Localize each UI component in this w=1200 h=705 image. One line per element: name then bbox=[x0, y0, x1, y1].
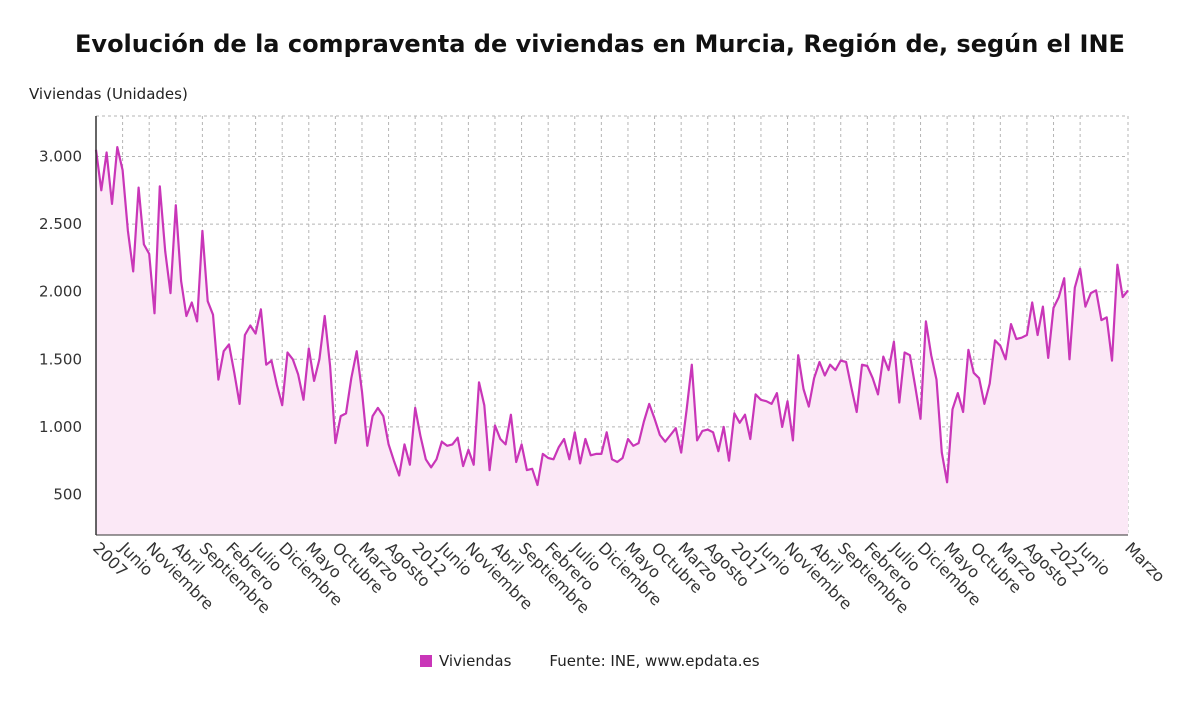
source-note: Fuente: INE, www.epdata.es bbox=[549, 652, 760, 670]
chart-title: Evolución de la compraventa de viviendas… bbox=[75, 30, 1125, 58]
y-tick-label: 1.000 bbox=[39, 418, 82, 436]
legend: Viviendas Fuente: INE, www.epdata.es bbox=[420, 652, 760, 670]
y-tick-label: 500 bbox=[53, 485, 82, 503]
y-tick-label: 2.500 bbox=[39, 215, 82, 233]
y-tick-label: 2.000 bbox=[39, 283, 82, 301]
y-tick-labels: 500 1.000 1.500 2.000 2.500 3.000 bbox=[39, 148, 82, 504]
x-tick-label: Marzo bbox=[1121, 538, 1169, 586]
series-line-viviendas bbox=[94, 146, 1129, 487]
axes bbox=[95, 116, 1128, 536]
x-tick-labels: 2007JunioNoviembreAbrilSeptiembreFebrero… bbox=[89, 538, 1169, 618]
series-area-fill bbox=[96, 147, 1128, 535]
legend-swatch bbox=[420, 655, 432, 667]
y-axis-label: Viviendas (Unidades) bbox=[29, 85, 188, 103]
y-tick-label: 1.500 bbox=[39, 350, 82, 368]
legend-label: Viviendas bbox=[439, 652, 512, 670]
y-tick-label: 3.000 bbox=[39, 148, 82, 166]
